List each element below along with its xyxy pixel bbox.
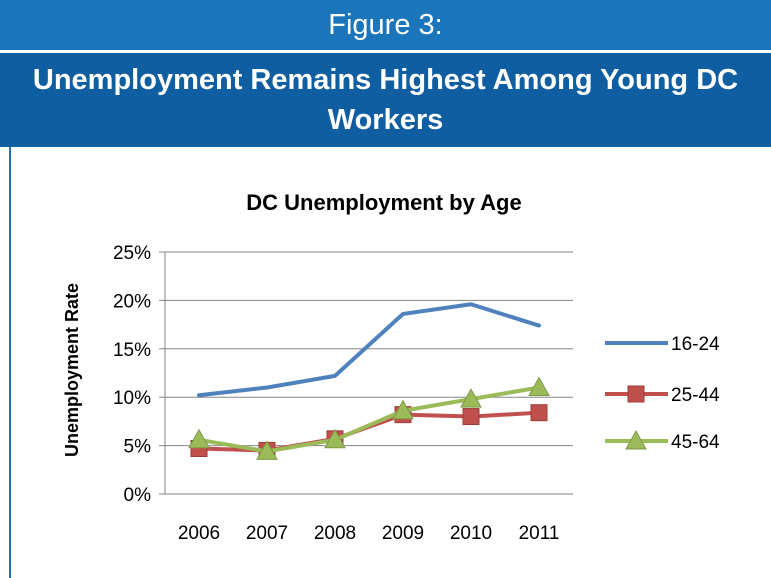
header-divider bbox=[0, 50, 771, 53]
grid-layer bbox=[159, 251, 573, 495]
data-point bbox=[462, 408, 480, 426]
series-line-25-44 bbox=[197, 410, 541, 453]
legend-label: 45-64 bbox=[671, 432, 720, 453]
y-tick-label: 0% bbox=[124, 485, 152, 506]
data-point bbox=[392, 399, 414, 420]
data-point bbox=[256, 440, 278, 460]
data-point bbox=[324, 428, 346, 449]
x-tick-label: 2010 bbox=[450, 523, 492, 544]
y-tick-label: 25% bbox=[113, 243, 151, 264]
data-point bbox=[460, 388, 482, 408]
figure-heading: Unemployment Remains Highest Among Young… bbox=[0, 53, 771, 147]
series-layer bbox=[188, 302, 550, 460]
series-16-24 bbox=[197, 302, 541, 398]
data-point bbox=[530, 404, 548, 422]
y-tick-label: 5% bbox=[124, 437, 152, 458]
series-line-16-24 bbox=[197, 302, 541, 398]
y-axis-label: Unemployment Rate bbox=[62, 283, 82, 457]
y-tick-label: 15% bbox=[113, 340, 151, 361]
x-tick-label: 2008 bbox=[314, 523, 356, 544]
legend-marker bbox=[625, 429, 647, 450]
x-tick-label: 2006 bbox=[178, 523, 220, 544]
data-point bbox=[528, 376, 550, 397]
left-border-rule bbox=[9, 147, 11, 578]
y-tick-label: 20% bbox=[113, 291, 151, 312]
chart-title: DC Unemployment by Age bbox=[246, 190, 521, 215]
legend-item-25-44: 25-44 bbox=[605, 385, 720, 406]
series-25-44 bbox=[190, 404, 548, 459]
y-ticks: 0% 5% 10% 15% 20% 25% bbox=[113, 243, 151, 506]
legend-label: 16-24 bbox=[671, 334, 720, 355]
legend: 16-24 25-44 45-64 bbox=[605, 334, 720, 453]
legend-marker bbox=[627, 385, 645, 403]
series-line-45-64 bbox=[197, 385, 541, 454]
x-tick-label: 2009 bbox=[382, 523, 424, 544]
x-tick-label: 2011 bbox=[519, 523, 560, 544]
series-45-64 bbox=[188, 376, 550, 460]
figure-label: Figure 3: bbox=[0, 0, 771, 50]
legend-item-45-64: 45-64 bbox=[605, 429, 720, 453]
legend-item-16-24: 16-24 bbox=[605, 334, 720, 355]
y-tick-label: 10% bbox=[113, 388, 151, 409]
x-tick-label: 2007 bbox=[246, 523, 288, 544]
data-point bbox=[188, 428, 210, 449]
x-ticks: 2006 2007 2008 2009 2010 2011 bbox=[178, 523, 560, 544]
legend-label: 25-44 bbox=[671, 385, 720, 406]
